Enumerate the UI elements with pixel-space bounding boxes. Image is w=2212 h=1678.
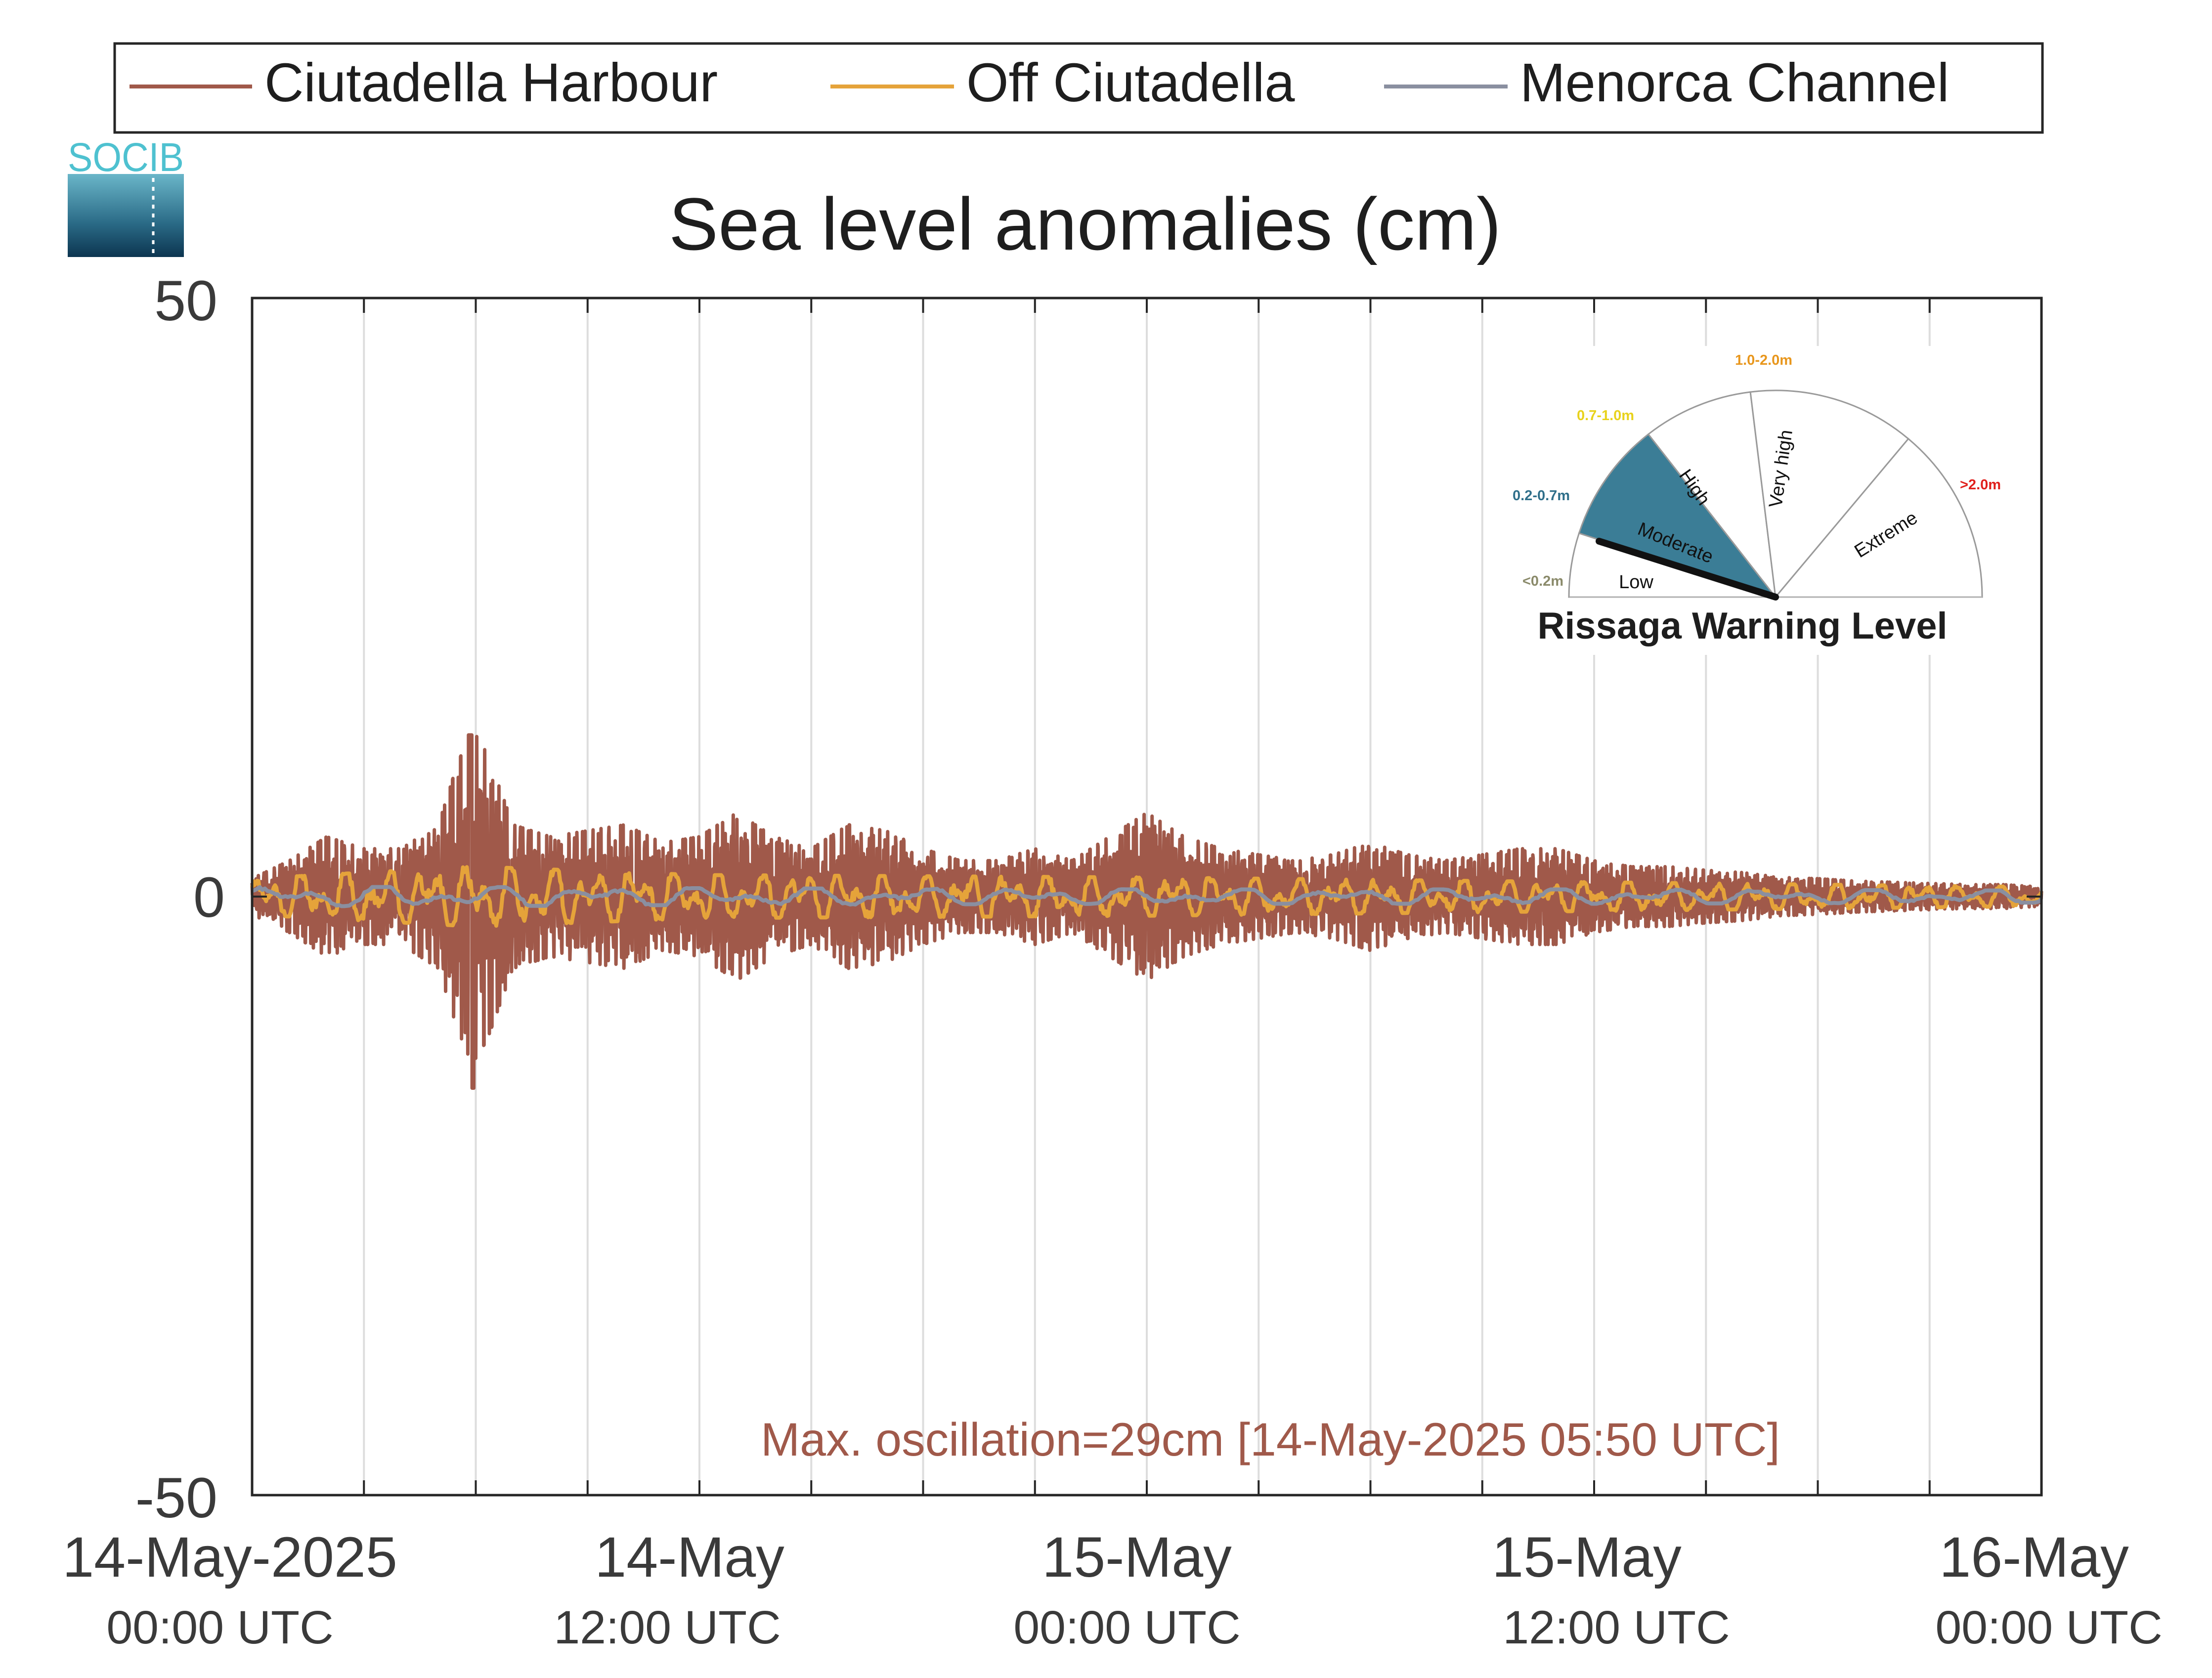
legend-label-off-ciutadella: Off Ciutadella: [966, 52, 1295, 113]
x-tick-time-2: 00:00 UTC: [1013, 1601, 1240, 1654]
x-tick-date-0: 14-May-2025: [62, 1526, 397, 1589]
socib-logo: SOCIB: [68, 135, 184, 257]
gauge-title: Rissaga Warning Level: [1537, 605, 1947, 647]
legend-label-menorca-channel: Menorca Channel: [1520, 52, 1949, 113]
rissaga-warning-gauge: <0.2m 0.2-0.7m 0.7-1.0m 1.0-2.0m >2.0m L…: [1498, 346, 2012, 655]
max-oscillation-annotation: Max. oscillation=29cm [14-May-2025 05:50…: [761, 1414, 1780, 1466]
gauge-range-high: 0.7-1.0m: [1577, 408, 1634, 424]
x-tick-labels: 14-May-2025 00:00 UTC 14-May 12:00 UTC 1…: [62, 1526, 2162, 1654]
legend: Ciutadella Harbour Off Ciutadella Menorc…: [113, 42, 2044, 134]
legend-label-ciutadella-harbour: Ciutadella Harbour: [264, 52, 718, 113]
tick-marks: [252, 297, 2041, 1496]
series-line-menorca-channel: [251, 885, 2043, 908]
x-tick-time-0: 00:00 UTC: [106, 1601, 333, 1654]
gauge-sector-high: [1647, 391, 1777, 600]
y-tick-label-0: 0: [193, 866, 225, 929]
gauge-sector-very-high: [1749, 389, 1909, 599]
gauge-sectors: [1568, 389, 1983, 600]
legend-entry-ciutadella-harbour: Ciutadella Harbour: [130, 52, 718, 113]
gauge-label-low: Low: [1619, 572, 1653, 593]
series-layer: [250, 733, 2043, 1090]
x-tick-date-4: 16-May: [1939, 1526, 2129, 1589]
gauge-range-very-high: 1.0-2.0m: [1735, 352, 1792, 368]
x-tick-time-4: 00:00 UTC: [1935, 1601, 2162, 1654]
gauge-sector-extreme: [1774, 437, 1983, 598]
legend-frame: [113, 42, 2044, 134]
gauge-range-moderate: 0.2-0.7m: [1513, 488, 1570, 504]
chart-title: Sea level anomalies (cm): [669, 182, 1501, 265]
y-tick-label-minus-50: -50: [135, 1466, 217, 1530]
x-tick-time-3: 12:00 UTC: [1503, 1601, 1730, 1654]
y-tick-label-50: 50: [154, 269, 217, 333]
gauge-range-low: <0.2m: [1522, 573, 1563, 589]
legend-entry-menorca-channel: Menorca Channel: [1384, 52, 1949, 113]
x-tick-date-2: 15-May: [1042, 1526, 1232, 1589]
legend-entry-off-ciutadella: Off Ciutadella: [830, 52, 1295, 113]
gauge-range-extreme: >2.0m: [1960, 477, 2001, 493]
x-tick-time-1: 12:00 UTC: [554, 1601, 781, 1654]
socib-logo-wave-block: [68, 174, 184, 257]
gauge-needle: [1596, 538, 1779, 601]
x-tick-date-1: 14-May: [595, 1526, 784, 1589]
x-tick-date-3: 15-May: [1492, 1526, 1682, 1589]
socib-logo-text: SOCIB: [68, 135, 184, 180]
gauge-sector-moderate: [1578, 433, 1778, 599]
series-line-ciutadella-harbour: [250, 733, 2043, 1090]
